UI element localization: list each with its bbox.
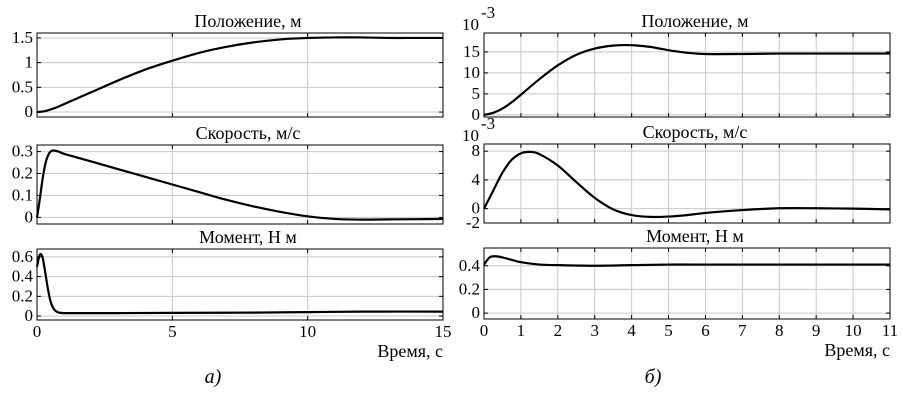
panel-title: Положение, м bbox=[641, 11, 748, 31]
series-line bbox=[483, 150, 891, 219]
axis-exponent-power: -3 bbox=[481, 114, 495, 133]
series-line bbox=[36, 36, 443, 114]
y-tick-label: 0.5 bbox=[12, 77, 33, 96]
y-tick-label: 0 bbox=[472, 199, 481, 218]
x-tick-label: 0 bbox=[33, 322, 42, 341]
axis-exponent-power: -3 bbox=[481, 3, 495, 22]
y-tick-label: 0.4 bbox=[12, 267, 34, 286]
plot-frame bbox=[36, 144, 444, 225]
series-line bbox=[35, 149, 444, 221]
x-tick-label: 7 bbox=[738, 321, 747, 340]
y-tick-label: 0.4 bbox=[459, 256, 481, 275]
x-tick-label: 0 bbox=[480, 321, 489, 340]
x-tick-label: 6 bbox=[701, 321, 710, 340]
y-tick-label: 0.1 bbox=[12, 185, 33, 204]
caption-left: а) bbox=[205, 366, 222, 388]
plot-frame bbox=[483, 247, 891, 320]
y-tick-label: 4 bbox=[472, 170, 481, 189]
plot-frame bbox=[36, 248, 444, 321]
y-tick-label: 0 bbox=[25, 306, 34, 325]
y-tick-label: 15 bbox=[463, 42, 480, 61]
axis-exponent: 10 bbox=[462, 126, 479, 145]
x-tick-label: 9 bbox=[812, 321, 821, 340]
caption-right: б) bbox=[645, 366, 662, 388]
panel-6: 0 1 2 3 4 5 6 7 8 9 10 11 0 0.2 0.4 Момент, Н м Время, с bbox=[459, 226, 898, 360]
x-axis-label: Время, с bbox=[824, 340, 890, 360]
x-tick-label: 3 bbox=[590, 321, 599, 340]
panel-title: Скорость, м/с bbox=[196, 123, 301, 143]
x-tick-label: 11 bbox=[882, 321, 898, 340]
panel-title: Момент, Н м bbox=[199, 227, 297, 247]
panel-1: 0 0.5 1 1.5 Положение, м bbox=[12, 11, 444, 121]
series-line bbox=[483, 43, 890, 116]
y-tick-label: 0.3 bbox=[12, 142, 33, 161]
axis-exponent: 10 bbox=[462, 15, 479, 34]
panel-title: Скорость, м/с bbox=[643, 122, 748, 142]
y-tick-label: 0 bbox=[472, 105, 481, 124]
x-tick-label: 10 bbox=[299, 322, 316, 341]
x-tick-label: 5 bbox=[168, 322, 177, 341]
y-tick-label: 0.2 bbox=[459, 279, 480, 298]
plot-frame bbox=[483, 32, 891, 118]
y-tick-label: 0.6 bbox=[12, 247, 33, 266]
y-tick-label: 0.2 bbox=[12, 164, 33, 183]
y-tick-label: 0 bbox=[25, 207, 34, 226]
series-line bbox=[35, 252, 444, 315]
panel-3: 0 5 10 15 00.20.40.6 Момент, Н м Время, с bbox=[12, 227, 452, 361]
y-tick-label: 0 bbox=[25, 102, 34, 121]
y-tick-label: 0 bbox=[472, 303, 481, 322]
y-tick-label: -2 bbox=[466, 213, 480, 232]
y-tick-label: 1 bbox=[25, 53, 34, 72]
y-tick-label: 8 bbox=[472, 141, 481, 160]
plot-frame bbox=[483, 143, 891, 224]
x-tick-label: 4 bbox=[627, 321, 636, 340]
x-tick-label: 10 bbox=[845, 321, 862, 340]
y-tick-label: 5 bbox=[472, 84, 481, 103]
y-tick-label: 0.2 bbox=[12, 286, 33, 305]
panel-2: 0 0.1 0.2 0.3 Скорость, м/с bbox=[12, 123, 444, 226]
panel-title: Момент, Н м bbox=[646, 226, 744, 246]
x-tick-label: 1 bbox=[517, 321, 526, 340]
x-tick-label: 15 bbox=[435, 322, 452, 341]
series-line bbox=[483, 255, 890, 267]
x-tick-label: 2 bbox=[554, 321, 563, 340]
y-tick-label: 10 bbox=[463, 63, 480, 82]
plot-frame bbox=[36, 32, 444, 118]
x-tick-label: 8 bbox=[775, 321, 784, 340]
panel-title: Положение, м bbox=[194, 11, 301, 31]
x-axis-label: Время, с bbox=[377, 341, 443, 361]
y-tick-label: 1.5 bbox=[12, 28, 33, 47]
panel-5: -20 4 8 Скорость, м/с 10-3 bbox=[462, 114, 891, 232]
x-tick-label: 5 bbox=[664, 321, 673, 340]
